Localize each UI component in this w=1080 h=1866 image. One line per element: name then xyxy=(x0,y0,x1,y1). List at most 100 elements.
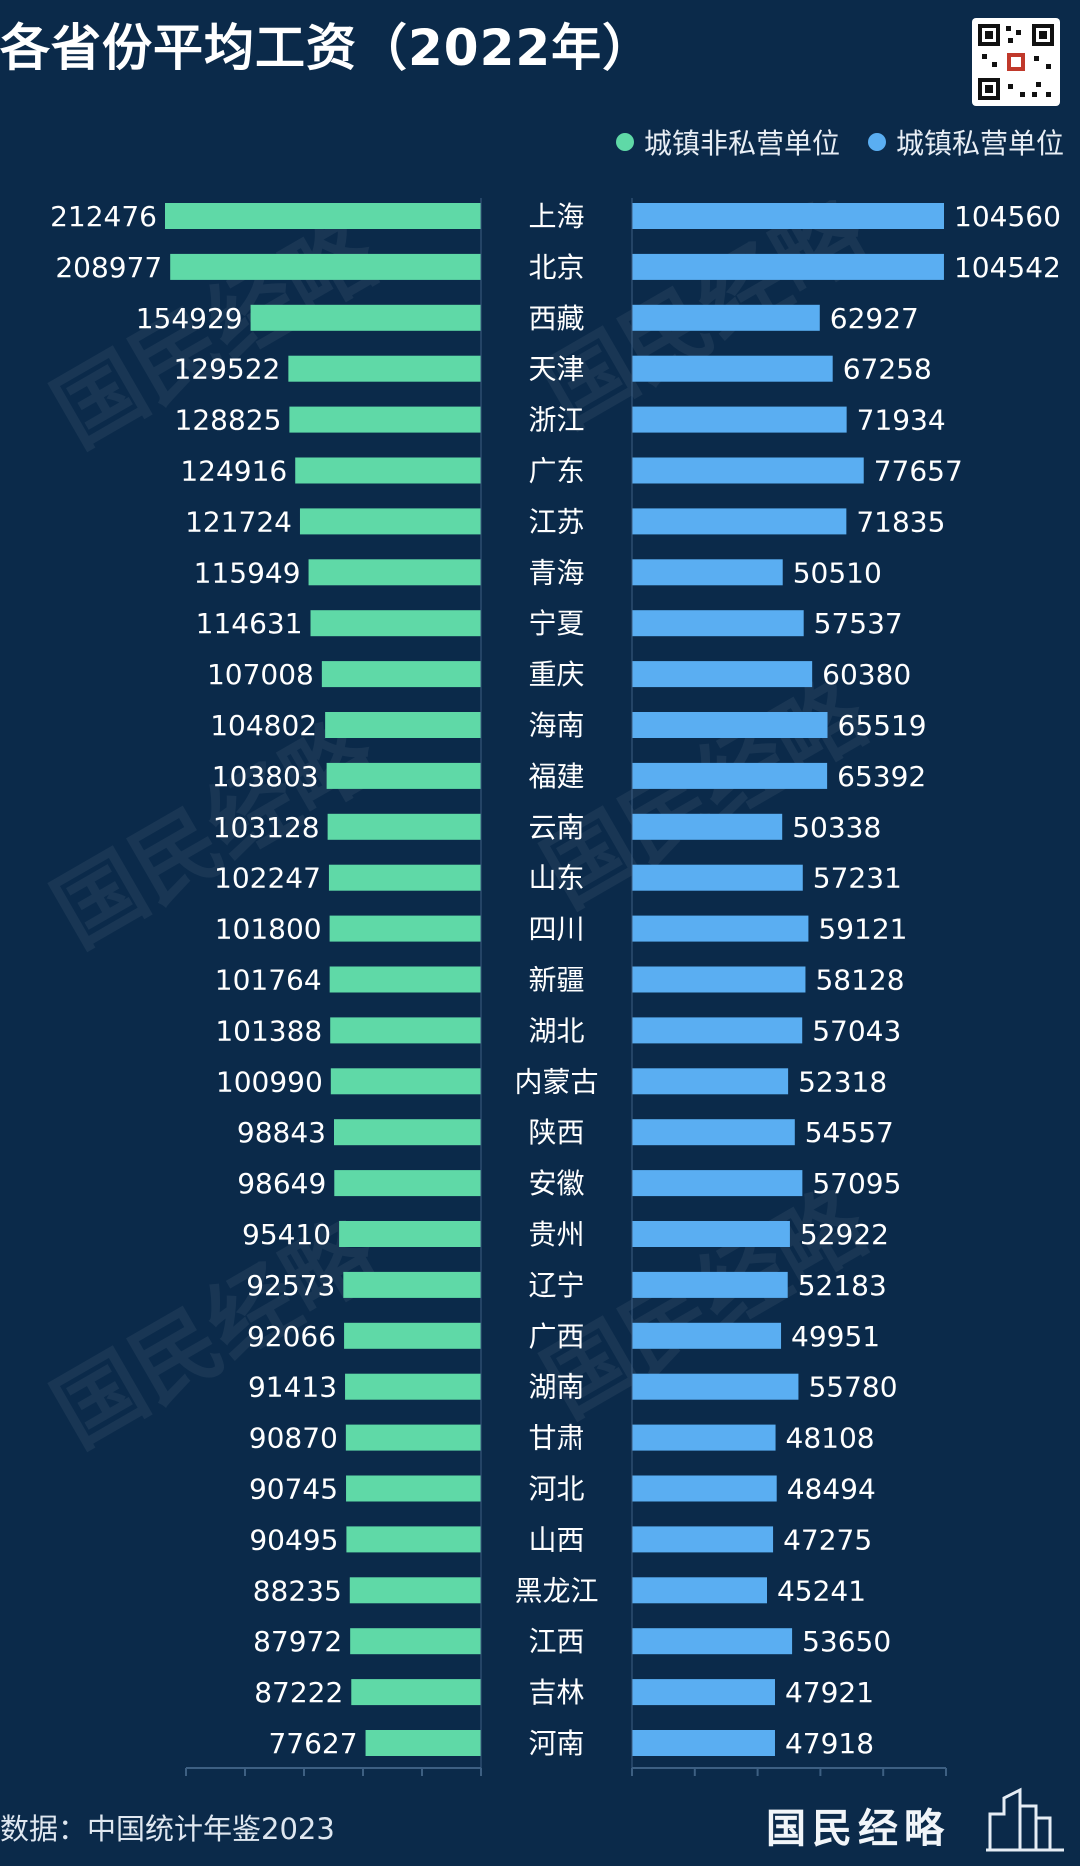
bar-private xyxy=(632,1475,777,1502)
value-label-private: 77657 xyxy=(874,455,963,488)
bar-private xyxy=(632,1577,767,1604)
bar-non-private xyxy=(349,1577,481,1604)
bar-non-private xyxy=(329,915,481,942)
province-label: 江西 xyxy=(528,1625,584,1658)
value-label-private: 57043 xyxy=(812,1014,901,1047)
bar-private xyxy=(632,661,813,688)
province-label: 广西 xyxy=(528,1320,584,1353)
building-outline-icon xyxy=(986,1787,1064,1852)
value-label-private: 49951 xyxy=(791,1320,880,1353)
value-label-private: 45241 xyxy=(777,1574,866,1607)
value-label-non-private: 115949 xyxy=(194,556,301,589)
bar-private xyxy=(632,457,864,484)
value-label-non-private: 212476 xyxy=(50,200,157,233)
legend-item-non-private: 城镇非私营单位 xyxy=(615,122,840,162)
bar-private xyxy=(632,1322,782,1349)
bar-private xyxy=(632,1271,788,1298)
value-label-non-private: 121724 xyxy=(185,505,292,538)
value-label-non-private: 128825 xyxy=(175,404,282,437)
value-label-private: 53650 xyxy=(802,1625,891,1658)
bar-non-private xyxy=(299,508,481,535)
legend-dot-non-private xyxy=(615,133,634,151)
province-label: 上海 xyxy=(528,200,584,233)
bar-non-private xyxy=(170,253,482,280)
bar-non-private xyxy=(250,304,481,331)
bar-non-private xyxy=(346,1526,481,1553)
value-label-private: 47275 xyxy=(783,1523,872,1556)
value-label-non-private: 104802 xyxy=(210,709,317,742)
value-label-private: 71835 xyxy=(856,505,945,538)
value-label-non-private: 101388 xyxy=(215,1014,322,1047)
legend-label-private: 城镇私营单位 xyxy=(895,127,1064,160)
province-label: 山西 xyxy=(528,1523,584,1556)
value-label-non-private: 95410 xyxy=(242,1218,331,1251)
value-label-private: 104560 xyxy=(954,200,1061,233)
bar-private xyxy=(632,610,804,637)
province-label: 海南 xyxy=(528,709,584,742)
value-label-non-private: 92573 xyxy=(246,1269,335,1302)
legend-item-private: 城镇私营单位 xyxy=(867,122,1064,162)
value-label-non-private: 103803 xyxy=(212,760,319,793)
bar-non-private xyxy=(308,559,481,586)
value-label-private: 52318 xyxy=(798,1065,887,1098)
bar-private xyxy=(632,508,847,535)
value-label-non-private: 101800 xyxy=(215,913,322,946)
value-label-private: 54557 xyxy=(805,1116,894,1149)
qr-code-icon xyxy=(972,18,1060,106)
value-label-non-private: 129522 xyxy=(173,353,280,386)
province-label: 云南 xyxy=(528,811,584,844)
province-label: 甘肃 xyxy=(528,1422,584,1455)
bar-non-private xyxy=(365,1730,481,1756)
value-label-non-private: 87972 xyxy=(253,1625,342,1658)
bar-non-private xyxy=(165,203,481,229)
source-note: 数据：中国统计年鉴2023 xyxy=(0,1812,335,1846)
bar-non-private xyxy=(325,712,481,738)
province-label: 福建 xyxy=(528,760,584,793)
province-label: 新疆 xyxy=(528,964,584,997)
bar-private xyxy=(632,1170,803,1197)
bar-non-private xyxy=(346,1475,481,1502)
value-label-private: 47918 xyxy=(785,1727,874,1760)
value-label-private: 48494 xyxy=(787,1473,876,1506)
bar-private xyxy=(632,1628,793,1655)
province-label: 贵州 xyxy=(528,1218,584,1251)
legend-label-non-private: 城镇非私营单位 xyxy=(643,127,840,160)
bar-private xyxy=(632,304,820,331)
value-label-non-private: 102247 xyxy=(214,862,321,895)
value-label-non-private: 90870 xyxy=(249,1422,338,1455)
value-label-private: 47921 xyxy=(785,1676,874,1709)
province-label: 湖北 xyxy=(528,1014,584,1047)
value-label-private: 65392 xyxy=(837,760,926,793)
bar-non-private xyxy=(295,457,481,484)
bar-non-private xyxy=(350,1628,481,1655)
bar-private xyxy=(632,1730,775,1756)
province-label: 陕西 xyxy=(528,1116,584,1149)
bar-private xyxy=(632,1017,803,1044)
bar-non-private xyxy=(344,1322,481,1349)
province-label: 北京 xyxy=(528,251,584,284)
value-label-non-private: 107008 xyxy=(207,658,314,691)
value-label-private: 52922 xyxy=(800,1218,889,1251)
legend: 城镇非私营单位 城镇私营单位 xyxy=(615,122,1064,162)
bar-private xyxy=(632,253,944,280)
bar-private xyxy=(632,1679,775,1706)
bar-non-private xyxy=(327,813,481,840)
value-label-non-private: 98649 xyxy=(237,1167,326,1200)
bar-non-private xyxy=(321,661,481,688)
bar-private xyxy=(632,813,783,840)
bar-private xyxy=(632,1526,774,1553)
province-label: 吉林 xyxy=(528,1676,584,1709)
bar-non-private xyxy=(345,1424,481,1451)
value-label-private: 65519 xyxy=(838,709,927,742)
value-label-private: 50510 xyxy=(793,556,882,589)
province-label: 河南 xyxy=(528,1727,584,1760)
value-label-non-private: 90745 xyxy=(249,1473,338,1506)
province-label: 天津 xyxy=(528,353,584,386)
province-label: 西藏 xyxy=(528,302,584,335)
value-label-private: 55780 xyxy=(808,1371,897,1404)
value-label-private: 58128 xyxy=(815,964,904,997)
value-label-non-private: 90495 xyxy=(249,1523,338,1556)
bar-non-private xyxy=(351,1679,481,1706)
value-label-non-private: 154929 xyxy=(136,302,243,335)
